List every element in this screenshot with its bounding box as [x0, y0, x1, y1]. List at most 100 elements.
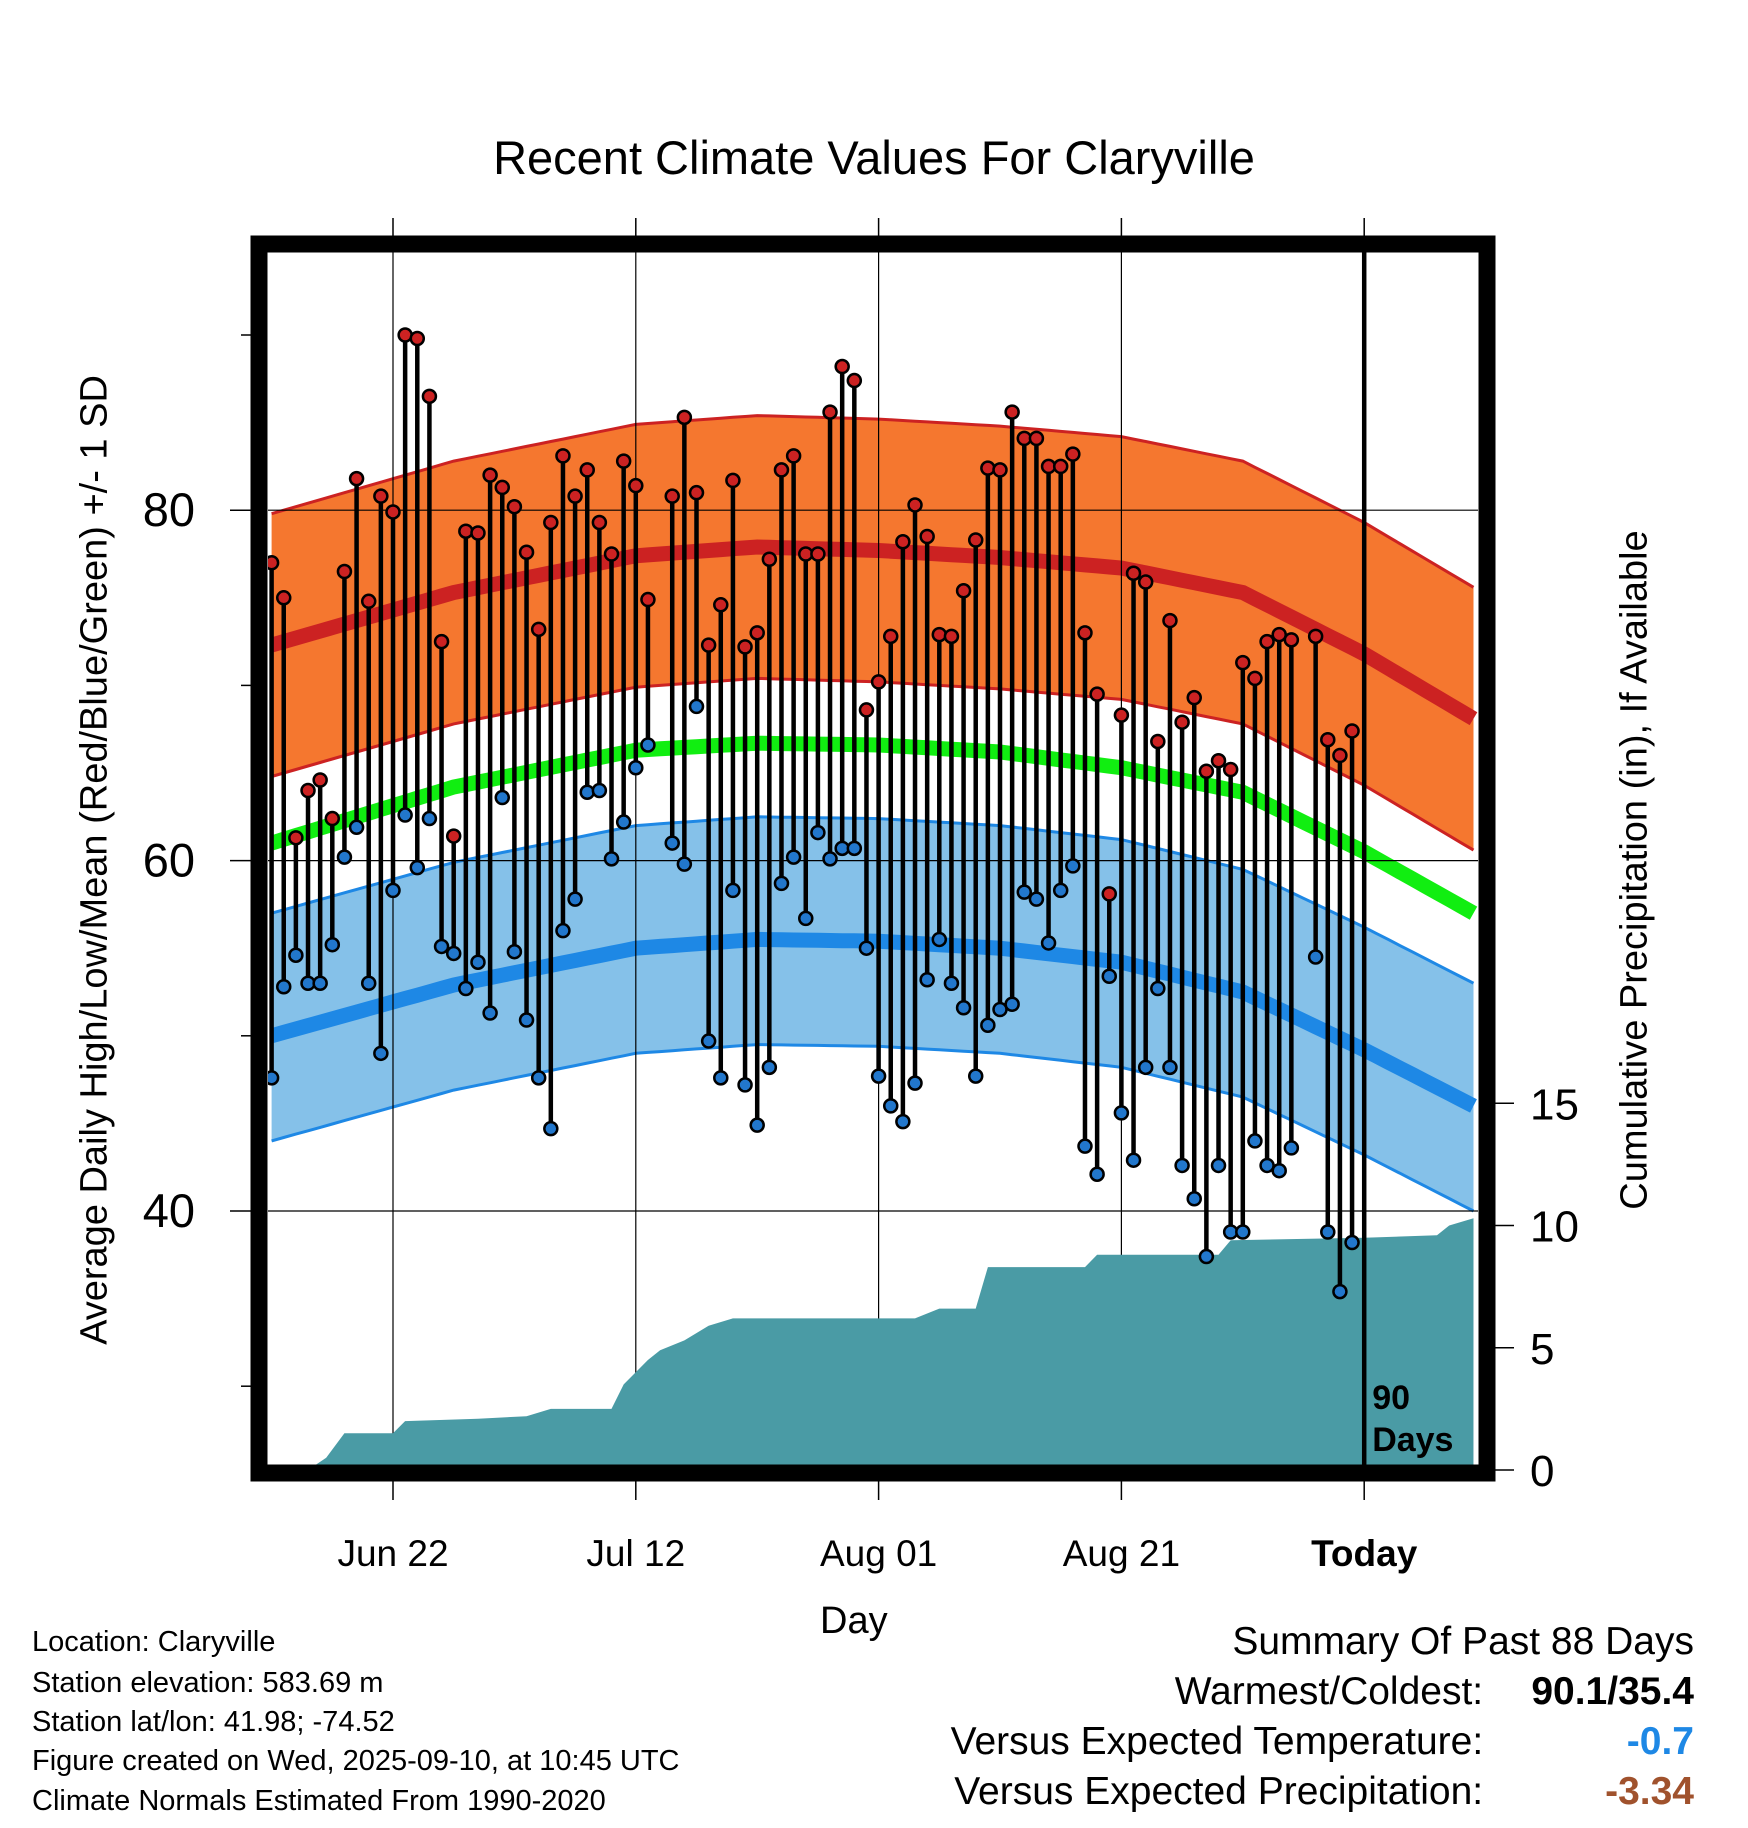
daily-low-point	[494, 789, 511, 806]
daily-high-point	[555, 448, 571, 464]
high-sd-band	[271, 415, 1474, 851]
daily-low-point	[1065, 858, 1081, 874]
daily-high-point	[907, 497, 923, 513]
x-tick-label: Today	[1311, 1533, 1418, 1574]
daily-high-point	[725, 472, 741, 489]
daily-low-point	[1174, 1157, 1190, 1174]
daily-low-point	[336, 849, 353, 865]
daily-low-point	[955, 1000, 972, 1016]
daily-low-point	[288, 947, 304, 963]
summary-warm-cold: Warmest/Coldest: 90.1/35.4	[1175, 1670, 1694, 1714]
plot-area	[268, 244, 1478, 1473]
daily-high-point	[785, 448, 802, 464]
daily-high-point	[312, 772, 328, 788]
daily-high-point	[992, 462, 1008, 478]
precip-area	[271, 1218, 1474, 1473]
daily-high-point	[1210, 752, 1227, 769]
daily-low-point	[640, 737, 656, 753]
daily-high-point	[288, 830, 304, 846]
daily-high-point	[445, 828, 462, 844]
daily-low-point	[1089, 1166, 1105, 1182]
daily-low-point	[1307, 949, 1324, 965]
daily-high-point	[628, 477, 644, 494]
daily-high-point	[1089, 686, 1105, 702]
daily-high-point	[1235, 654, 1251, 671]
marker-label-number: 90	[1372, 1379, 1410, 1417]
daily-high-point	[1344, 723, 1360, 739]
x-tick-label: Jun 22	[337, 1533, 448, 1574]
daily-low-point	[530, 1070, 547, 1086]
daily-low-point	[761, 1059, 778, 1076]
daily-high-point	[591, 514, 608, 531]
low-sd-band	[271, 816, 1474, 1211]
low-sd-band-upper-edge	[271, 815, 1475, 985]
daily-low-point	[725, 882, 741, 899]
high-sd-band-upper-edge	[271, 414, 1475, 589]
daily-low-point	[798, 910, 814, 927]
daily-low-point	[1186, 1190, 1202, 1207]
x-tick-label: Aug 21	[1063, 1533, 1180, 1574]
daily-low-point	[688, 698, 705, 715]
latlon-text: Station lat/lon: 41.98; -74.52	[32, 1706, 395, 1738]
daily-low-point	[980, 1017, 996, 1034]
daily-high-point	[268, 555, 280, 571]
daily-high-point	[275, 590, 292, 606]
daily-low-point	[421, 810, 438, 827]
daily-low-point	[591, 782, 608, 799]
daily-low-point	[1040, 935, 1057, 951]
daily-low-point	[1198, 1248, 1215, 1265]
daily-high-point	[421, 388, 438, 405]
y-tick-label-right: 10	[1530, 1203, 1579, 1252]
daily-low-point	[1004, 996, 1020, 1013]
daily-low-point	[846, 840, 863, 857]
right-y-axis-label: Cumulative Precipitation (in), If Availa…	[1613, 530, 1656, 1210]
daily-high-point	[1307, 628, 1324, 645]
daily-high-point	[385, 504, 401, 520]
daily-high-point	[336, 563, 353, 580]
daily-high-point	[664, 488, 680, 504]
daily-high-point	[1077, 625, 1093, 641]
daily-low-point	[482, 1005, 498, 1021]
daily-low-point	[615, 814, 632, 830]
temp-vs-expected-value: -0.7	[1626, 1720, 1694, 1763]
daily-low-point	[1028, 891, 1045, 907]
daily-high-point	[470, 525, 486, 541]
daily-high-point	[615, 453, 632, 469]
y-tick-label-left: 40	[143, 1184, 195, 1237]
daily-high-point	[348, 470, 365, 487]
daily-low-point	[397, 807, 413, 823]
daily-high-point	[373, 488, 389, 504]
daily-low-point	[543, 1120, 559, 1137]
x-tick-label: Jul 12	[586, 1533, 685, 1574]
daily-low-point	[882, 1098, 899, 1114]
daily-high-point	[494, 479, 511, 496]
daily-high-point	[1028, 430, 1045, 447]
daily-high-point	[713, 597, 729, 613]
daily-high-point	[1113, 707, 1130, 723]
daily-low-point	[1344, 1234, 1360, 1251]
daily-low-point	[931, 931, 948, 948]
daily-high-point	[579, 462, 595, 478]
left-y-axis-label: Average Daily High/Low/Mean (Red/Blue/Gr…	[73, 375, 116, 1345]
daily-high-point	[1125, 565, 1142, 582]
daily-high-point	[1332, 747, 1348, 764]
elevation-text: Station elevation: 583.69 m	[32, 1667, 384, 1699]
daily-high-point	[1198, 763, 1215, 779]
daily-high-point	[846, 372, 863, 389]
y-tick-label-left: 60	[143, 834, 195, 887]
daily-low-point	[518, 1012, 535, 1028]
daily-low-point	[870, 1068, 887, 1084]
daily-low-point	[895, 1113, 911, 1130]
daily-high-point	[1174, 714, 1190, 730]
normals-text: Climate Normals Estimated From 1990-2020	[32, 1785, 606, 1817]
daily-low-point	[555, 922, 571, 939]
daily-high-point	[761, 551, 778, 568]
daily-low-point	[967, 1068, 984, 1084]
daily-high-point	[1101, 886, 1118, 902]
daily-high-point	[409, 330, 426, 347]
daily-low-point	[603, 851, 620, 867]
daily-high-point	[882, 628, 899, 645]
daily-low-point	[907, 1075, 923, 1091]
daily-low-point	[810, 824, 826, 841]
daily-low-point	[919, 971, 935, 988]
